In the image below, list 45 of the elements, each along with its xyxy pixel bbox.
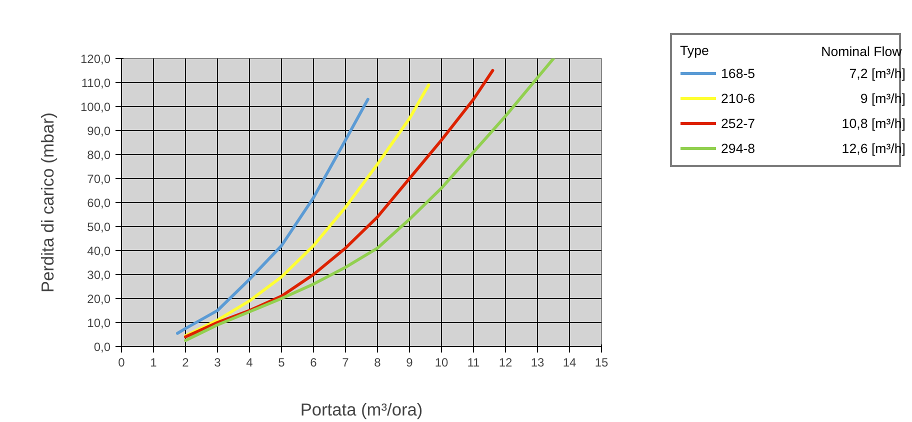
x-tick-label: 7 xyxy=(342,356,350,370)
x-tick-label: 10 xyxy=(434,356,448,370)
y-tick-label: 30,0 xyxy=(87,268,111,282)
x-tick-label: 11 xyxy=(467,356,480,370)
x-tick-label: 0 xyxy=(118,356,126,370)
y-tick-label: 120,0 xyxy=(80,52,111,66)
legend-label: 168-5 xyxy=(721,66,756,80)
x-tick-label: 9 xyxy=(406,356,414,370)
x-axis-title: Portata (m³/ora) xyxy=(300,400,423,420)
line-series xyxy=(184,69,494,338)
y-tick-label: 90,0 xyxy=(87,124,111,138)
y-tick-label: 40,0 xyxy=(87,244,111,258)
legend-label: 252-7 xyxy=(721,116,756,130)
legend-label: 210-6 xyxy=(721,90,756,106)
x-tick-label: 1 xyxy=(150,356,158,370)
legend-title: Type xyxy=(680,43,709,58)
text: 12,6 [m³/h] xyxy=(842,141,906,156)
y-tick-label: 20,0 xyxy=(87,292,111,306)
text: 9 [m³/h] xyxy=(860,91,906,106)
x-tick-label: 5 xyxy=(278,356,286,370)
x-tick-label: 2 xyxy=(182,356,190,370)
y-tick-label: 50,0 xyxy=(87,220,111,234)
y-tick-label: 10,0 xyxy=(87,316,111,330)
y-tick-label: 80,0 xyxy=(87,148,111,162)
y-tick-label: 70,0 xyxy=(87,172,111,186)
line-series xyxy=(184,83,430,338)
x-tick-label: 14 xyxy=(562,356,576,370)
text: Nominal Flow xyxy=(821,44,902,59)
y-axis-title: Perdita di carico (mbar) xyxy=(37,112,58,293)
y-tick-label: 110,0 xyxy=(81,76,111,90)
legend-label: 294-8 xyxy=(721,140,756,156)
x-tick-label: 4 xyxy=(246,356,254,370)
x-tick-label: 13 xyxy=(530,356,544,370)
x-tick-label: 8 xyxy=(374,356,382,370)
y-tick-label: 100,0 xyxy=(80,100,111,114)
x-tick-label: 6 xyxy=(310,356,318,370)
text: 10,8 [m³/h] xyxy=(842,116,906,131)
x-tick-label: 15 xyxy=(594,356,608,370)
line-series xyxy=(184,58,555,342)
y-tick-label: 60,0 xyxy=(87,196,111,210)
x-tick-label: 3 xyxy=(214,356,222,370)
line-series xyxy=(176,98,370,335)
y-tick-label: 0,0 xyxy=(94,340,111,354)
text: 7,2 [m³/h] xyxy=(849,66,906,81)
x-tick-label: 12 xyxy=(498,356,512,370)
